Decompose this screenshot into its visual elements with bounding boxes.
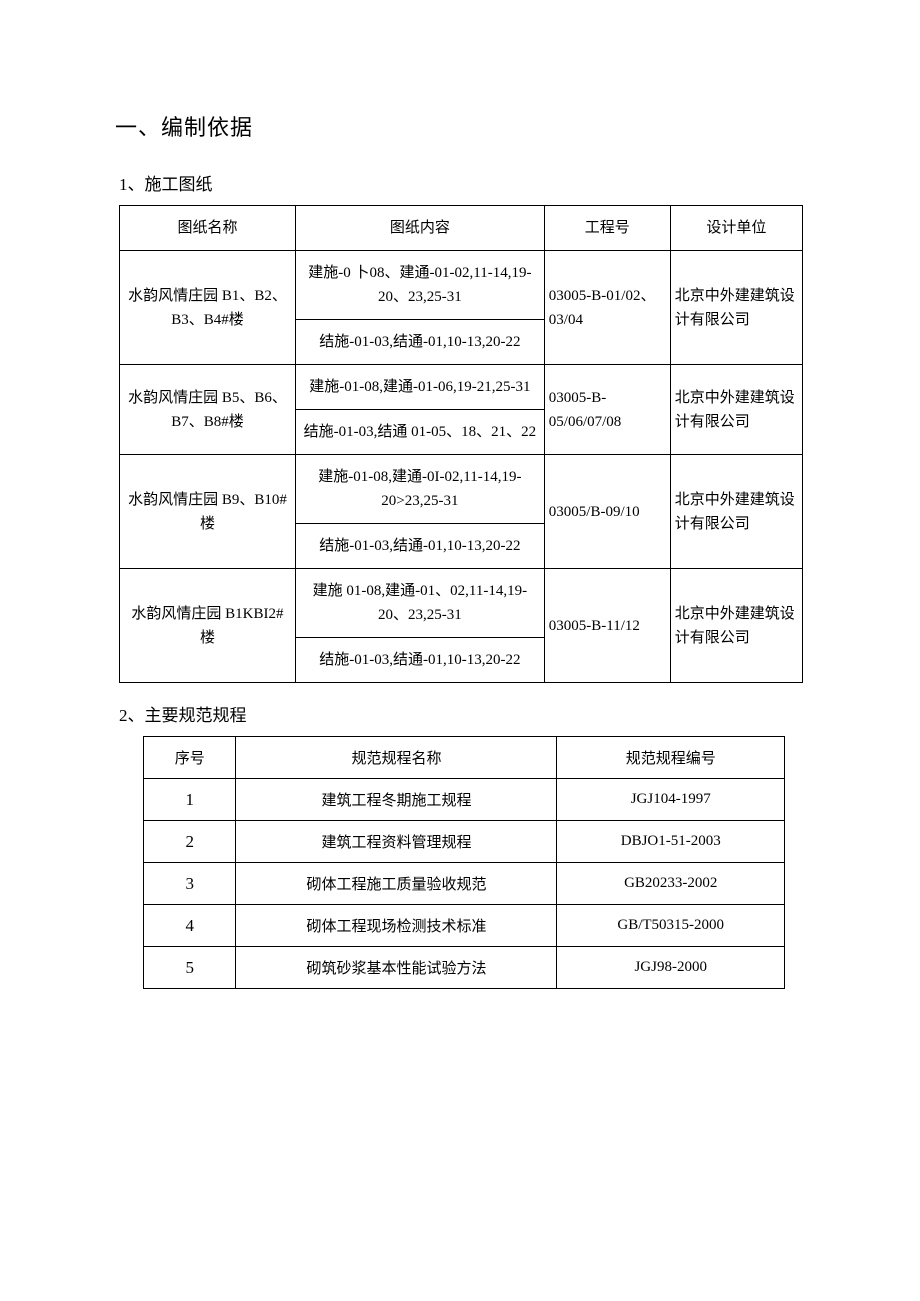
cell-spec-no: GB/T50315-2000: [557, 905, 785, 947]
subsection-2-title: 2、主要规范规程: [119, 701, 805, 726]
cell-spec-no: GB20233-2002: [557, 863, 785, 905]
table-row: 水韵风情庄园 B5、B6、B7、B8#楼 建施-01-08,建通-01-06,1…: [120, 365, 803, 410]
cell-spec-no: JGJ104-1997: [557, 779, 785, 821]
cell-seq: 4: [144, 905, 236, 947]
drawings-table: 图纸名称 图纸内容 工程号 设计单位 水韵风情庄园 B1、B2、B3、B4#楼 …: [119, 205, 803, 683]
subsection-1-title: 1、施工图纸: [119, 170, 805, 195]
table-row: 5 砌筑砂浆基本性能试验方法 JGJ98-2000: [144, 947, 785, 989]
cell-spec-no: JGJ98-2000: [557, 947, 785, 989]
table-header-row: 序号 规范规程名称 规范规程编号: [144, 737, 785, 779]
cell-project: 03005-B-05/06/07/08: [544, 365, 670, 455]
header-spec-no: 规范规程编号: [557, 737, 785, 779]
cell-spec-no: DBJO1-51-2003: [557, 821, 785, 863]
table-row: 4 砌体工程现场检测技术标准 GB/T50315-2000: [144, 905, 785, 947]
cell-unit: 北京中外建建筑设计有限公司: [670, 455, 802, 569]
cell-content: 结施-01-03,结通-01,10-13,20-22: [295, 524, 544, 569]
cell-project: 03005/B-09/10: [544, 455, 670, 569]
cell-unit: 北京中外建建筑设计有限公司: [670, 251, 802, 365]
cell-seq: 3: [144, 863, 236, 905]
cell-spec-name: 砌体工程现场检测技术标准: [236, 905, 557, 947]
cell-seq: 5: [144, 947, 236, 989]
header-content: 图纸内容: [295, 206, 544, 251]
cell-unit: 北京中外建建筑设计有限公司: [670, 365, 802, 455]
header-seq: 序号: [144, 737, 236, 779]
cell-content: 建施-01-08,建通-0I-02,11-14,19-20>23,25-31: [295, 455, 544, 524]
cell-content: 结施-01-03,结通-01,10-13,20-22: [295, 638, 544, 683]
cell-name: 水韵风情庄园 B1KBI2#楼: [120, 569, 296, 683]
table-row: 1 建筑工程冬期施工规程 JGJ104-1997: [144, 779, 785, 821]
cell-name: 水韵风情庄园 B9、B10#楼: [120, 455, 296, 569]
header-name: 图纸名称: [120, 206, 296, 251]
cell-spec-name: 建筑工程冬期施工规程: [236, 779, 557, 821]
cell-unit: 北京中外建建筑设计有限公司: [670, 569, 802, 683]
table-row: 水韵风情庄园 B9、B10#楼 建施-01-08,建通-0I-02,11-14,…: [120, 455, 803, 524]
cell-content: 建施-01-08,建通-01-06,19-21,25-31: [295, 365, 544, 410]
cell-project: 03005-B-11/12: [544, 569, 670, 683]
cell-name: 水韵风情庄园 B5、B6、B7、B8#楼: [120, 365, 296, 455]
cell-content: 建施-0 卜08、建通-01-02,11-14,19-20、23,25-31: [295, 251, 544, 320]
cell-project: 03005-B-01/02、03/04: [544, 251, 670, 365]
cell-spec-name: 建筑工程资料管理规程: [236, 821, 557, 863]
cell-spec-name: 砌筑砂浆基本性能试验方法: [236, 947, 557, 989]
cell-seq: 1: [144, 779, 236, 821]
table-row: 3 砌体工程施工质量验收规范 GB20233-2002: [144, 863, 785, 905]
cell-content: 结施-01-03,结通-01,10-13,20-22: [295, 320, 544, 365]
cell-content: 建施 01-08,建通-01、02,11-14,19-20、23,25-31: [295, 569, 544, 638]
table-row: 水韵风情庄园 B1、B2、B3、B4#楼 建施-0 卜08、建通-01-02,1…: [120, 251, 803, 320]
header-unit: 设计单位: [670, 206, 802, 251]
section-heading: 一、编制依据: [115, 110, 805, 142]
cell-seq: 2: [144, 821, 236, 863]
cell-name: 水韵风情庄园 B1、B2、B3、B4#楼: [120, 251, 296, 365]
table-row: 2 建筑工程资料管理规程 DBJO1-51-2003: [144, 821, 785, 863]
header-project: 工程号: [544, 206, 670, 251]
header-spec-name: 规范规程名称: [236, 737, 557, 779]
table-row: 水韵风情庄园 B1KBI2#楼 建施 01-08,建通-01、02,11-14,…: [120, 569, 803, 638]
specs-table: 序号 规范规程名称 规范规程编号 1 建筑工程冬期施工规程 JGJ104-199…: [143, 736, 785, 989]
document-page: 一、编制依据 1、施工图纸 图纸名称 图纸内容 工程号 设计单位 水韵风情庄园 …: [0, 0, 920, 1301]
table-header-row: 图纸名称 图纸内容 工程号 设计单位: [120, 206, 803, 251]
cell-content: 结施-01-03,结通 01-05、18、21、22: [295, 410, 544, 455]
cell-spec-name: 砌体工程施工质量验收规范: [236, 863, 557, 905]
